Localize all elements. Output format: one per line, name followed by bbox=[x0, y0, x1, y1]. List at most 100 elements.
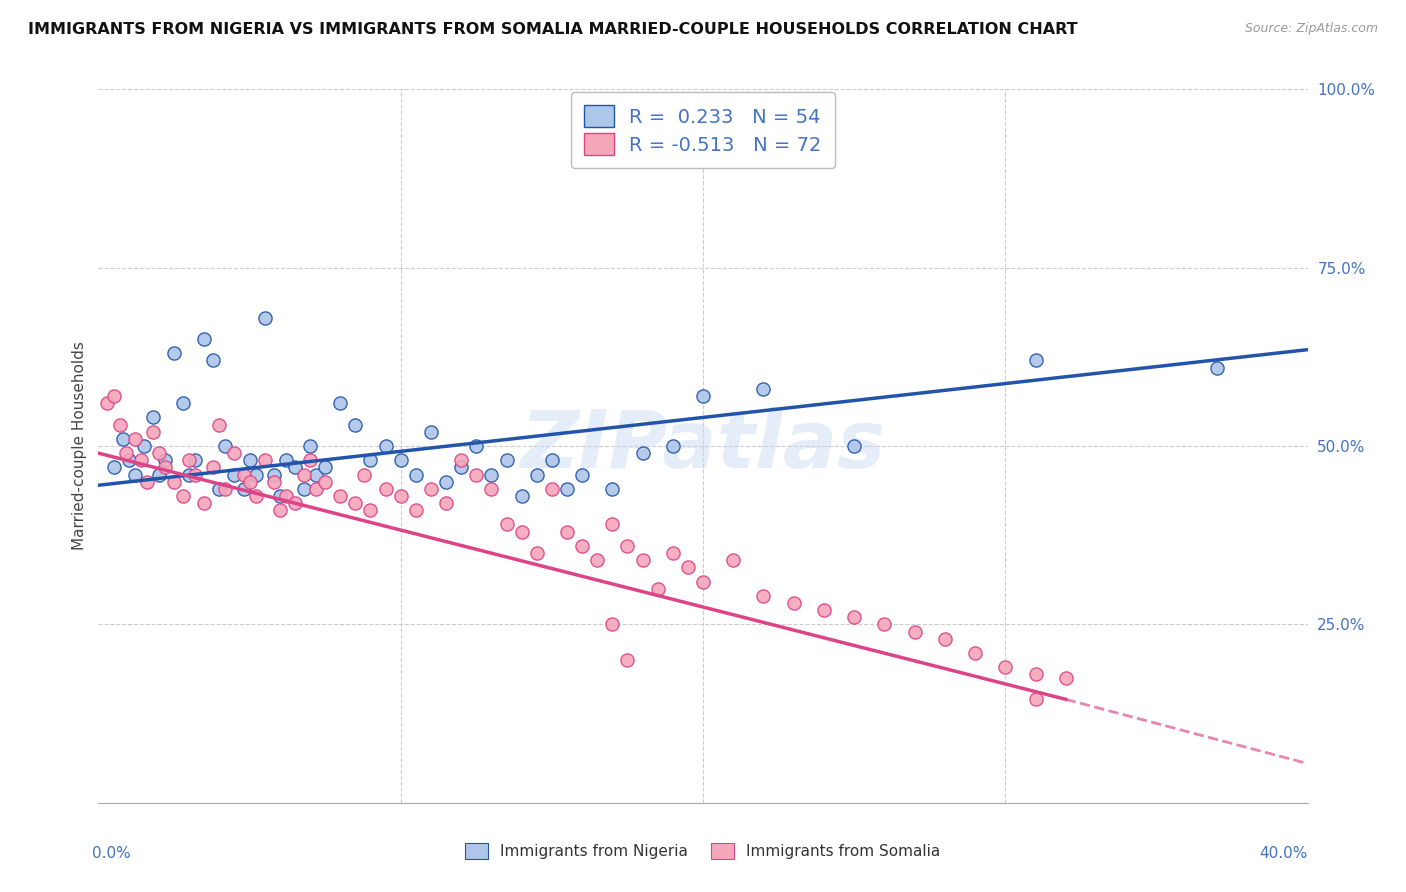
Point bbox=[299, 453, 322, 467]
Point bbox=[284, 460, 307, 475]
Point bbox=[844, 610, 866, 624]
Point bbox=[555, 482, 578, 496]
Point bbox=[661, 439, 683, 453]
Point bbox=[965, 646, 987, 660]
Point bbox=[274, 453, 297, 467]
Point bbox=[274, 489, 297, 503]
Point bbox=[844, 439, 866, 453]
Point bbox=[179, 453, 201, 467]
Point bbox=[269, 489, 291, 503]
Point bbox=[208, 482, 231, 496]
Point bbox=[540, 482, 562, 496]
Point bbox=[495, 517, 517, 532]
Point bbox=[481, 482, 503, 496]
Point bbox=[172, 489, 194, 503]
Point bbox=[263, 475, 285, 489]
Point bbox=[510, 489, 533, 503]
Point bbox=[314, 475, 336, 489]
Point bbox=[540, 453, 562, 467]
Point bbox=[661, 546, 683, 560]
Point bbox=[510, 524, 533, 539]
Point bbox=[1054, 671, 1077, 685]
Point bbox=[344, 417, 367, 432]
Text: IMMIGRANTS FROM NIGERIA VS IMMIGRANTS FROM SOMALIA MARRIED-COUPLE HOUSEHOLDS COR: IMMIGRANTS FROM NIGERIA VS IMMIGRANTS FR… bbox=[28, 22, 1078, 37]
Point bbox=[299, 439, 322, 453]
Point bbox=[163, 346, 186, 360]
Point bbox=[232, 467, 254, 482]
Point bbox=[124, 467, 146, 482]
Point bbox=[148, 467, 170, 482]
Point bbox=[752, 589, 775, 603]
Point bbox=[420, 425, 443, 439]
Point bbox=[253, 310, 276, 325]
Point bbox=[153, 460, 176, 475]
Point bbox=[153, 453, 176, 467]
Point bbox=[934, 632, 956, 646]
Point bbox=[245, 467, 267, 482]
Point bbox=[994, 660, 1017, 674]
Point bbox=[193, 496, 215, 510]
Point bbox=[224, 446, 246, 460]
Point bbox=[813, 603, 835, 617]
Point bbox=[184, 453, 207, 467]
Point bbox=[1024, 667, 1046, 681]
Point bbox=[245, 489, 267, 503]
Point bbox=[405, 503, 427, 517]
Point bbox=[172, 396, 194, 410]
Point bbox=[263, 467, 285, 482]
Point bbox=[292, 467, 315, 482]
Point bbox=[193, 332, 215, 346]
Legend: Immigrants from Nigeria, Immigrants from Somalia: Immigrants from Nigeria, Immigrants from… bbox=[458, 835, 948, 866]
Point bbox=[631, 553, 654, 567]
Point bbox=[602, 517, 624, 532]
Point bbox=[434, 496, 457, 510]
Point bbox=[269, 503, 291, 517]
Point bbox=[465, 467, 488, 482]
Point bbox=[450, 460, 472, 475]
Point bbox=[148, 446, 170, 460]
Point bbox=[692, 389, 714, 403]
Point bbox=[329, 489, 352, 503]
Point bbox=[124, 432, 146, 446]
Point bbox=[904, 624, 927, 639]
Y-axis label: Married-couple Households: Married-couple Households bbox=[72, 342, 87, 550]
Point bbox=[374, 482, 396, 496]
Point bbox=[202, 460, 225, 475]
Point bbox=[526, 546, 548, 560]
Point bbox=[329, 396, 352, 410]
Point bbox=[202, 353, 225, 368]
Point bbox=[253, 453, 276, 467]
Point bbox=[1206, 360, 1229, 375]
Point bbox=[142, 425, 165, 439]
Point bbox=[353, 467, 375, 482]
Point bbox=[284, 496, 307, 510]
Point bbox=[481, 467, 503, 482]
Point bbox=[631, 446, 654, 460]
Point bbox=[118, 453, 141, 467]
Point bbox=[555, 524, 578, 539]
Text: ZIPatlas: ZIPatlas bbox=[520, 407, 886, 485]
Point bbox=[465, 439, 488, 453]
Point bbox=[495, 453, 517, 467]
Point bbox=[1024, 692, 1046, 706]
Point bbox=[239, 475, 262, 489]
Point bbox=[450, 453, 472, 467]
Text: 40.0%: 40.0% bbox=[1260, 846, 1308, 861]
Point bbox=[132, 439, 155, 453]
Point bbox=[224, 467, 246, 482]
Point bbox=[103, 389, 125, 403]
Point bbox=[692, 574, 714, 589]
Point bbox=[360, 503, 382, 517]
Point bbox=[723, 553, 745, 567]
Point bbox=[305, 467, 328, 482]
Text: Source: ZipAtlas.com: Source: ZipAtlas.com bbox=[1244, 22, 1378, 36]
Point bbox=[114, 446, 136, 460]
Point bbox=[142, 410, 165, 425]
Point bbox=[783, 596, 806, 610]
Point bbox=[389, 453, 412, 467]
Point bbox=[616, 653, 638, 667]
Point bbox=[214, 482, 236, 496]
Point bbox=[389, 489, 412, 503]
Point bbox=[184, 467, 207, 482]
Point bbox=[111, 432, 134, 446]
